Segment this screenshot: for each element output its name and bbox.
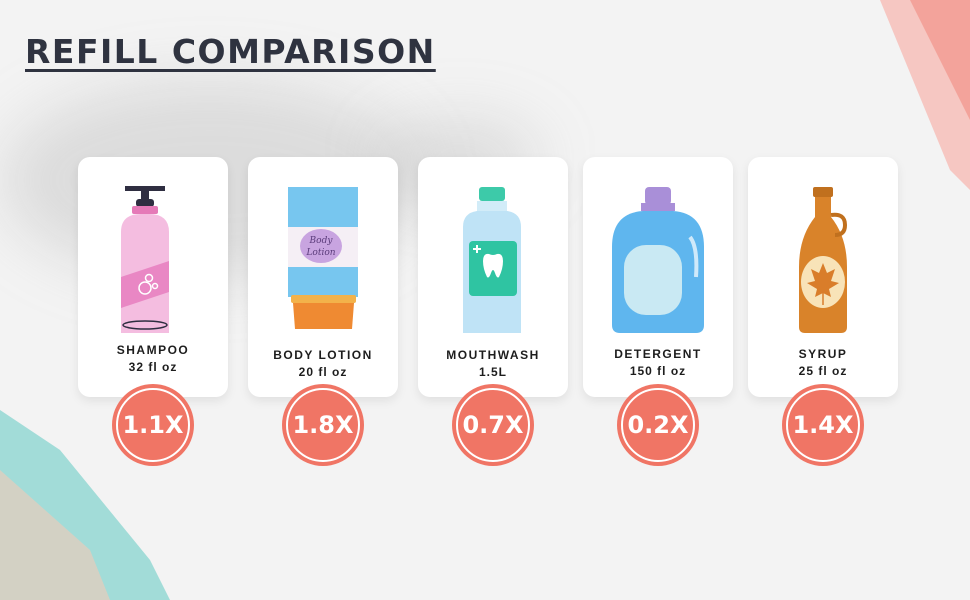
refill-ratio: 1.8X (292, 411, 354, 439)
product-card-mouthwash: MOUTHWASH 1.5L (418, 157, 568, 397)
refill-ratio-badge: 1.8X (282, 384, 364, 466)
product-name: BODY LOTION (273, 348, 373, 362)
product-name: DETERGENT (614, 347, 702, 361)
refill-ratio-badge: 1.4X (782, 384, 864, 466)
shampoo-bottle-icon (121, 186, 169, 333)
product-card-body-lotion: Body Lotion BODY LOTION 20 fl oz (248, 157, 398, 397)
paint-stroke-decoration (880, 0, 970, 190)
svg-text:Lotion: Lotion (305, 248, 335, 258)
product-size: 150 fl oz (629, 364, 687, 378)
syrup-bottle-icon (799, 187, 848, 333)
refill-ratio-badge: 0.7X (452, 384, 534, 466)
paint-stroke-decoration (0, 410, 170, 600)
product-name: MOUTHWASH (446, 348, 540, 362)
lotion-tube-icon: Body Lotion (288, 187, 358, 329)
product-name: SYRUP (798, 347, 848, 361)
product-card-shampoo: SHAMPOO 32 fl oz (78, 157, 228, 397)
mouthwash-bottle-icon (463, 187, 521, 333)
product-card-detergent: DETERGENT 150 fl oz (583, 157, 733, 397)
product-size: 25 fl oz (798, 364, 848, 378)
product-name: SHAMPOO (116, 343, 190, 357)
product-card-syrup: SYRUP 25 fl oz (748, 157, 898, 397)
refill-ratio-badge: 0.2X (617, 384, 699, 466)
refill-ratio: 0.2X (627, 411, 689, 439)
product-size: 1.5L (478, 365, 507, 379)
refill-ratio: 1.1X (122, 411, 184, 439)
refill-ratio-badge: 1.1X (112, 384, 194, 466)
product-size: 20 fl oz (298, 365, 348, 379)
refill-ratio: 0.7X (462, 411, 524, 439)
refill-ratio: 1.4X (792, 411, 854, 439)
product-size: 32 fl oz (128, 360, 178, 374)
detergent-jug-icon (612, 187, 704, 333)
lotion-label-text: Body (309, 236, 334, 246)
page-title: REFILL COMPARISON (25, 32, 436, 71)
